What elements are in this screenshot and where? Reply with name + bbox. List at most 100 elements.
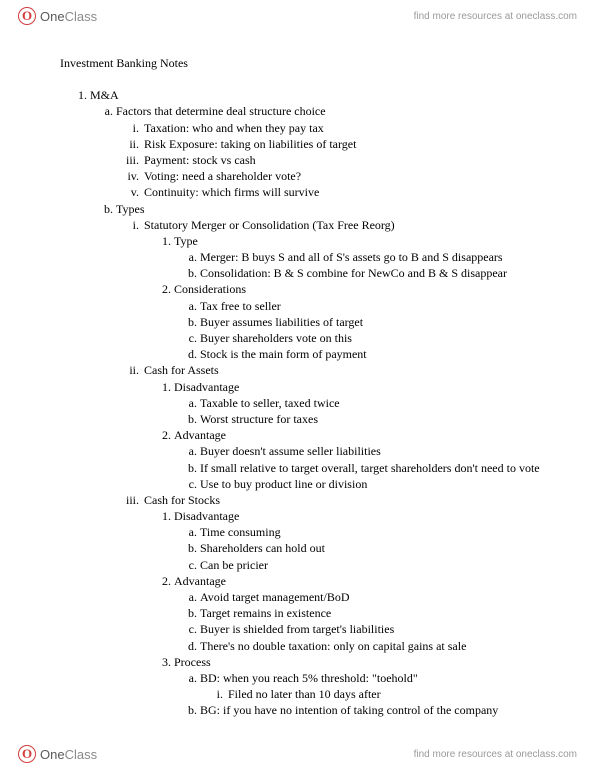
outline-item: Buyer shareholders vote on this: [200, 330, 555, 346]
outline-text: Process: [174, 655, 211, 669]
outline-list: Taxable to seller, taxed twice Worst str…: [174, 395, 555, 427]
outline-text: Buyer shareholders vote on this: [200, 331, 352, 345]
outline-item: Advantage Avoid target management/BoD Ta…: [174, 573, 555, 654]
outline-text: Buyer doesn't assume seller liabilities: [200, 444, 381, 458]
outline-text: Stock is the main form of payment: [200, 347, 367, 361]
outline-item: Avoid target management/BoD: [200, 589, 555, 605]
outline-list: Time consuming Shareholders can hold out…: [174, 524, 555, 573]
outline-list: Avoid target management/BoD Target remai…: [174, 589, 555, 654]
outline-text: Filed no later than 10 days after: [228, 687, 381, 701]
outline-item: Types Statutory Merger or Consolidation …: [116, 201, 555, 719]
outline-item: If small relative to target overall, tar…: [200, 460, 555, 476]
outline-item: Continuity: which firms will survive: [142, 184, 555, 200]
outline-text: Disadvantage: [174, 380, 239, 394]
outline-text: Considerations: [174, 282, 246, 296]
outline-text: Buyer assumes liabilities of target: [200, 315, 363, 329]
outline-item: BG: if you have no intention of taking c…: [200, 702, 555, 718]
outline-text: If small relative to target overall, tar…: [200, 461, 540, 475]
outline-item: Merger: B buys S and all of S's assets g…: [200, 249, 555, 265]
outline-item: Consolidation: B & S combine for NewCo a…: [200, 265, 555, 281]
outline-text: Can be pricier: [200, 558, 268, 572]
outline-list: Type Merger: B buys S and all of S's ass…: [144, 233, 555, 363]
outline-item: Risk Exposure: taking on liabilities of …: [142, 136, 555, 152]
outline-item: Buyer is shielded from target's liabilit…: [200, 621, 555, 637]
outline-item: Cash for Stocks Disadvantage Time consum…: [142, 492, 555, 719]
outline-text: Advantage: [174, 574, 226, 588]
outline-item: Cash for Assets Disadvantage Taxable to …: [142, 362, 555, 492]
outline-text: Avoid target management/BoD: [200, 590, 350, 604]
outline-list: Merger: B buys S and all of S's assets g…: [174, 249, 555, 281]
logo-text: OneClass: [40, 747, 97, 762]
document-body: Investment Banking Notes M&A Factors tha…: [60, 55, 555, 730]
logo-letter: O: [22, 746, 32, 762]
document-title: Investment Banking Notes: [60, 55, 555, 71]
logo-letter: O: [22, 8, 32, 24]
footer-resources-link[interactable]: find more resources at oneclass.com: [414, 749, 577, 760]
outline-item: Shareholders can hold out: [200, 540, 555, 556]
outline-item: Worst structure for taxes: [200, 411, 555, 427]
outline-text: Continuity: which firms will survive: [144, 185, 319, 199]
outline-item: Buyer doesn't assume seller liabilities: [200, 443, 555, 459]
outline-text: Payment: stock vs cash: [144, 153, 256, 167]
outline-item: Time consuming: [200, 524, 555, 540]
outline-item: Payment: stock vs cash: [142, 152, 555, 168]
outline-text: Disadvantage: [174, 509, 239, 523]
outline-item: Stock is the main form of payment: [200, 346, 555, 362]
outline-item: Target remains in existence: [200, 605, 555, 621]
outline-text: BG: if you have no intention of taking c…: [200, 703, 498, 717]
outline-item: Taxable to seller, taxed twice: [200, 395, 555, 411]
outline-root: M&A Factors that determine deal structur…: [60, 87, 555, 718]
outline-text: BD: when you reach 5% threshold: "toehol…: [200, 671, 418, 685]
outline-item: Process BD: when you reach 5% threshold:…: [174, 654, 555, 719]
outline-item: Tax free to seller: [200, 298, 555, 314]
outline-text: Consolidation: B & S combine for NewCo a…: [200, 266, 507, 280]
outline-item: BD: when you reach 5% threshold: "toehol…: [200, 670, 555, 702]
outline-text: Statutory Merger or Consolidation (Tax F…: [144, 218, 395, 232]
outline-list: Taxation: who and when they pay tax Risk…: [116, 120, 555, 201]
outline-list: Buyer doesn't assume seller liabilities …: [174, 443, 555, 492]
page-footer: O OneClass find more resources at onecla…: [0, 738, 595, 770]
logo-badge-icon: O: [18, 7, 36, 25]
outline-text: Shareholders can hold out: [200, 541, 325, 555]
outline-list: Tax free to seller Buyer assumes liabili…: [174, 298, 555, 363]
brand-logo: O OneClass: [18, 745, 97, 763]
logo-word-class: Class: [65, 747, 98, 762]
outline-text: There's no double taxation: only on capi…: [200, 639, 466, 653]
outline-text: Taxable to seller, taxed twice: [200, 396, 340, 410]
outline-list: Disadvantage Taxable to seller, taxed tw…: [144, 379, 555, 492]
outline-text: Buyer is shielded from target's liabilit…: [200, 622, 394, 636]
outline-item: Statutory Merger or Consolidation (Tax F…: [142, 217, 555, 363]
outline-item: Disadvantage Time consuming Shareholders…: [174, 508, 555, 573]
outline-text: Tax free to seller: [200, 299, 281, 313]
outline-text: Use to buy product line or division: [200, 477, 367, 491]
outline-text: Risk Exposure: taking on liabilities of …: [144, 137, 356, 151]
outline-item: Buyer assumes liabilities of target: [200, 314, 555, 330]
outline-item: M&A Factors that determine deal structur…: [90, 87, 555, 718]
outline-item: Considerations Tax free to seller Buyer …: [174, 281, 555, 362]
outline-text: Factors that determine deal structure ch…: [116, 104, 326, 118]
outline-item: Factors that determine deal structure ch…: [116, 103, 555, 200]
outline-text: Advantage: [174, 428, 226, 442]
outline-text: Merger: B buys S and all of S's assets g…: [200, 250, 503, 264]
outline-item: Voting: need a shareholder vote?: [142, 168, 555, 184]
outline-text: Worst structure for taxes: [200, 412, 318, 426]
outline-text: Time consuming: [200, 525, 281, 539]
outline-list: Disadvantage Time consuming Shareholders…: [144, 508, 555, 718]
outline-text: Type: [174, 234, 198, 248]
header-resources-link[interactable]: find more resources at oneclass.com: [414, 11, 577, 22]
logo-text: OneClass: [40, 9, 97, 24]
page-header: O OneClass find more resources at onecla…: [0, 0, 595, 32]
brand-logo: O OneClass: [18, 7, 97, 25]
outline-list: Factors that determine deal structure ch…: [90, 103, 555, 718]
outline-item: There's no double taxation: only on capi…: [200, 638, 555, 654]
outline-item: Use to buy product line or division: [200, 476, 555, 492]
outline-text: Taxation: who and when they pay tax: [144, 121, 324, 135]
outline-text: Cash for Stocks: [144, 493, 220, 507]
logo-word-class: Class: [65, 9, 98, 24]
logo-badge-icon: O: [18, 745, 36, 763]
outline-item: Filed no later than 10 days after: [226, 686, 555, 702]
outline-text: M&A: [90, 88, 119, 102]
outline-item: Can be pricier: [200, 557, 555, 573]
outline-list: Statutory Merger or Consolidation (Tax F…: [116, 217, 555, 719]
outline-text: Voting: need a shareholder vote?: [144, 169, 301, 183]
